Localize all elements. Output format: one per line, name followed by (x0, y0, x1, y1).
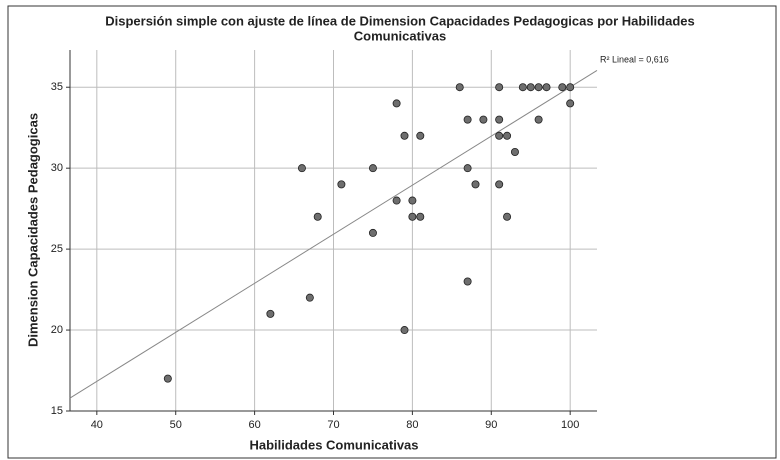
x-tick-label: 100 (561, 419, 579, 431)
point (542, 83, 551, 92)
point (463, 115, 472, 124)
point (463, 164, 472, 173)
point (471, 180, 480, 189)
point (408, 196, 417, 205)
fit-line (69, 69, 598, 399)
point (400, 131, 409, 140)
point (455, 83, 464, 92)
point (495, 115, 504, 124)
point (313, 212, 322, 221)
y-tick-label: 15 (51, 405, 63, 417)
point (297, 164, 306, 173)
x-axis-title: Habilidades Comunicativas (249, 437, 418, 452)
point (392, 99, 401, 108)
point (566, 83, 575, 92)
point (534, 83, 543, 92)
x-tick-label: 80 (406, 419, 418, 431)
point (400, 326, 409, 335)
chart-title: Dispersión simple con ajuste de línea de… (105, 13, 695, 28)
y-tick-label: 25 (51, 243, 63, 255)
point (510, 147, 519, 156)
point (558, 83, 567, 92)
point (305, 293, 314, 302)
x-tick-label: 90 (485, 419, 497, 431)
frame (7, 5, 777, 459)
point (416, 131, 425, 140)
point (526, 83, 535, 92)
x-tick-label: 40 (91, 419, 103, 431)
point (163, 374, 172, 383)
point (534, 115, 543, 124)
point (518, 83, 527, 92)
y-tick-label: 35 (51, 81, 63, 93)
point (495, 180, 504, 189)
point (368, 164, 377, 173)
annotation: R² Lineal = 0,616 (600, 54, 669, 64)
point (463, 277, 472, 286)
y-tick-label: 30 (51, 162, 63, 174)
point (566, 99, 575, 108)
x-tick-label: 60 (248, 419, 260, 431)
y-axis-title: Dimension Capacidades Pedagogicas (25, 113, 40, 347)
point (266, 309, 275, 318)
point (495, 131, 504, 140)
point (392, 196, 401, 205)
point (503, 212, 512, 221)
point (416, 212, 425, 221)
chart-title: Comunicativas (354, 28, 446, 43)
point (495, 83, 504, 92)
point (503, 131, 512, 140)
y-tick-label: 20 (51, 324, 63, 336)
point (479, 115, 488, 124)
point (368, 228, 377, 237)
x-tick-label: 50 (170, 419, 182, 431)
point (337, 180, 346, 189)
x-tick-label: 70 (327, 419, 339, 431)
point (408, 212, 417, 221)
